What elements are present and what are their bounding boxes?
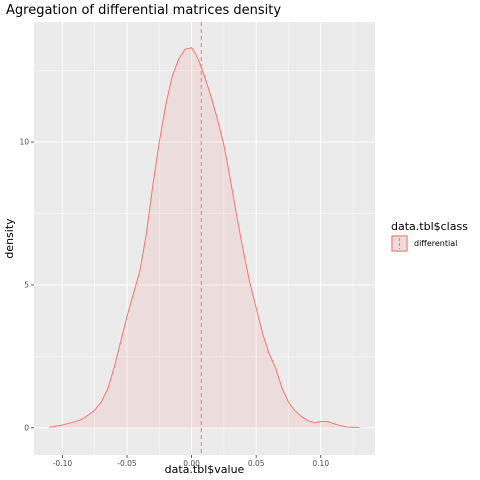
legend-title: data.tbl$class bbox=[391, 220, 468, 233]
y-axis-title: density bbox=[3, 218, 16, 259]
x-tick-label: 0.05 bbox=[248, 459, 265, 468]
x-tick-label: -0.05 bbox=[117, 459, 137, 468]
minor-grid bbox=[34, 22, 375, 455]
x-axis: -0.10 -0.05 0.00 0.05 0.10 bbox=[53, 455, 329, 468]
y-tick-label: 5 bbox=[24, 281, 29, 290]
x-tick-label: 0.10 bbox=[312, 459, 329, 468]
chart-title: Agregation of differential matrices dens… bbox=[6, 3, 281, 18]
legend-entry-differential: differential bbox=[414, 239, 457, 248]
density-area bbox=[49, 47, 360, 428]
y-axis: 0 5 10 bbox=[19, 138, 34, 432]
x-tick-label: 0.00 bbox=[183, 459, 200, 468]
density-line bbox=[49, 47, 360, 429]
y-tick-label: 0 bbox=[24, 423, 29, 432]
legend: data.tbl$class differential bbox=[391, 220, 468, 252]
x-axis-title: data.tbl$value bbox=[165, 463, 245, 476]
plot-panel bbox=[34, 22, 375, 455]
major-grid bbox=[34, 22, 375, 455]
x-tick-label: -0.10 bbox=[53, 459, 73, 468]
y-tick-label: 10 bbox=[19, 138, 29, 147]
